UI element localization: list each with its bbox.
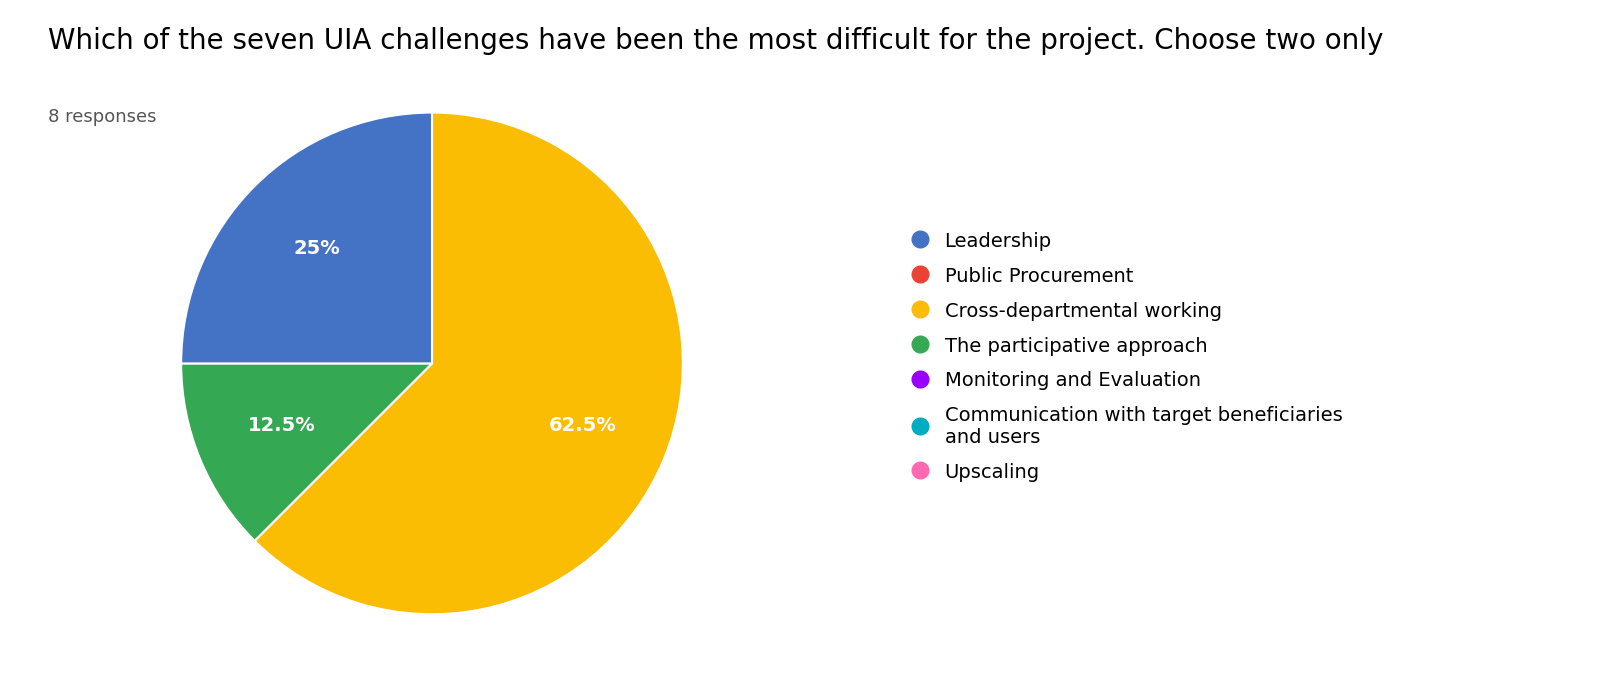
Legend: Leadership, Public Procurement, Cross-departmental working, The participative ap: Leadership, Public Procurement, Cross-de…	[906, 221, 1352, 492]
Text: 25%: 25%	[293, 239, 341, 258]
Wedge shape	[254, 112, 683, 614]
Text: 62.5%: 62.5%	[549, 417, 616, 435]
Wedge shape	[181, 112, 432, 363]
Text: 8 responses: 8 responses	[48, 108, 157, 126]
Wedge shape	[181, 363, 432, 541]
Text: Which of the seven UIA challenges have been the most difficult for the project. : Which of the seven UIA challenges have b…	[48, 27, 1384, 55]
Text: 12.5%: 12.5%	[248, 417, 315, 435]
